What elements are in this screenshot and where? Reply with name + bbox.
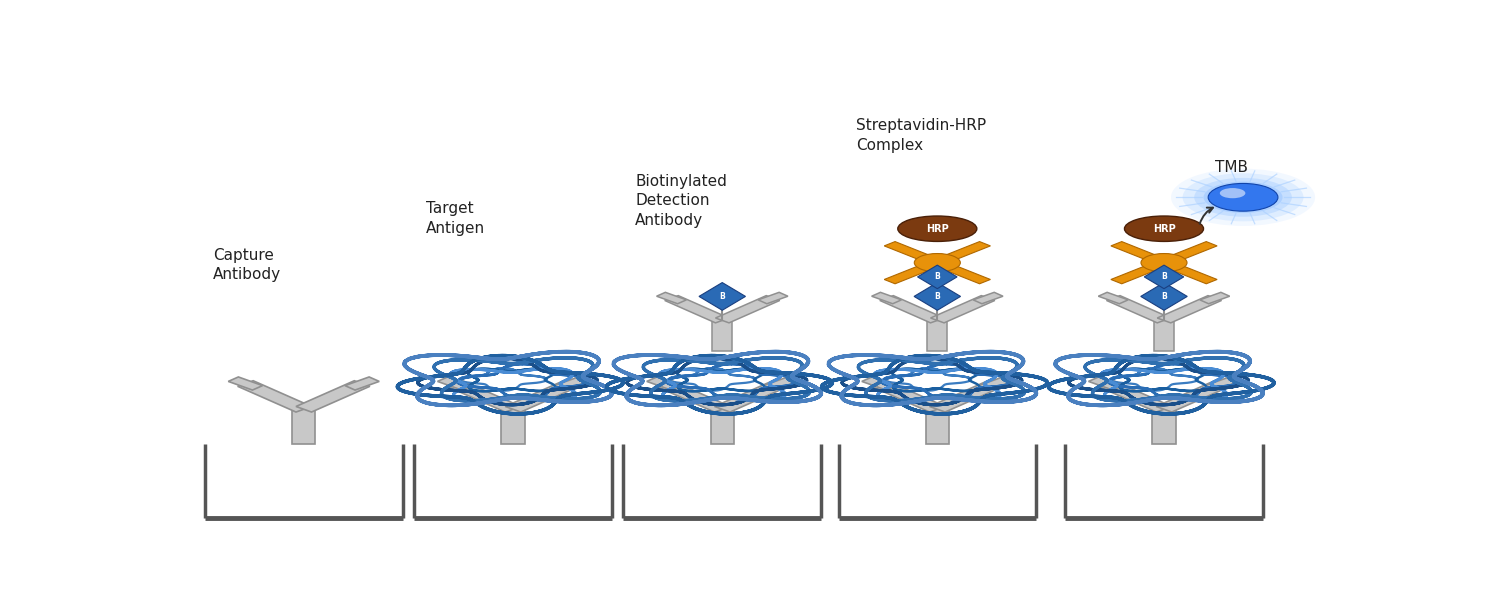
Circle shape <box>1208 184 1278 211</box>
Text: A: A <box>1161 242 1167 251</box>
Text: HRP: HRP <box>1152 224 1176 234</box>
Polygon shape <box>711 409 734 444</box>
Polygon shape <box>228 377 262 390</box>
Text: Capture
Antibody: Capture Antibody <box>213 248 280 283</box>
Polygon shape <box>930 296 994 323</box>
Text: B: B <box>934 272 940 281</box>
Polygon shape <box>871 292 901 304</box>
Ellipse shape <box>1125 216 1203 241</box>
Polygon shape <box>930 381 1004 412</box>
Polygon shape <box>1204 377 1239 390</box>
Polygon shape <box>1107 296 1172 323</box>
Circle shape <box>1220 188 1245 198</box>
Text: B: B <box>1161 292 1167 301</box>
Text: B: B <box>1161 274 1167 283</box>
Circle shape <box>1194 178 1292 217</box>
Polygon shape <box>978 377 1012 390</box>
Polygon shape <box>657 292 687 304</box>
Polygon shape <box>884 242 942 265</box>
Polygon shape <box>237 381 312 412</box>
Polygon shape <box>714 381 789 412</box>
Text: B: B <box>934 292 940 301</box>
Polygon shape <box>926 409 950 444</box>
Polygon shape <box>1112 260 1170 284</box>
Polygon shape <box>764 377 798 390</box>
Polygon shape <box>554 377 588 390</box>
Polygon shape <box>656 381 730 412</box>
Polygon shape <box>1156 381 1230 412</box>
Polygon shape <box>871 381 945 412</box>
Polygon shape <box>296 381 370 412</box>
Polygon shape <box>974 292 1004 304</box>
Polygon shape <box>914 283 960 310</box>
Text: HRP: HRP <box>926 224 948 234</box>
Text: A: A <box>934 242 940 251</box>
Circle shape <box>1172 169 1316 226</box>
Text: Streptavidin-HRP
Complex: Streptavidin-HRP Complex <box>856 118 986 153</box>
Polygon shape <box>932 260 990 284</box>
Polygon shape <box>862 377 895 390</box>
Text: B: B <box>934 274 940 283</box>
Text: B: B <box>1161 272 1167 281</box>
Circle shape <box>1182 173 1304 221</box>
Polygon shape <box>1200 292 1230 304</box>
Polygon shape <box>712 320 732 350</box>
Polygon shape <box>438 377 472 390</box>
Text: Biotinylated
Detection
Antibody: Biotinylated Detection Antibody <box>634 173 728 228</box>
Text: TMB: TMB <box>1215 160 1248 175</box>
Polygon shape <box>1098 292 1128 304</box>
Polygon shape <box>664 296 729 323</box>
Polygon shape <box>292 409 315 444</box>
Text: B: B <box>720 292 724 301</box>
Polygon shape <box>1156 296 1221 323</box>
Polygon shape <box>1098 381 1172 412</box>
Polygon shape <box>699 283 746 310</box>
Circle shape <box>1203 182 1282 213</box>
Polygon shape <box>884 260 942 284</box>
Polygon shape <box>501 409 525 444</box>
Polygon shape <box>1152 409 1176 444</box>
Polygon shape <box>1144 265 1184 289</box>
Circle shape <box>1142 254 1186 272</box>
Polygon shape <box>646 377 681 390</box>
Polygon shape <box>932 242 990 265</box>
Polygon shape <box>758 292 788 304</box>
Polygon shape <box>880 296 944 323</box>
Polygon shape <box>1158 242 1216 265</box>
Polygon shape <box>1158 260 1216 284</box>
Polygon shape <box>927 320 948 350</box>
Text: Target
Antigen: Target Antigen <box>426 202 484 236</box>
Polygon shape <box>1154 320 1174 350</box>
Polygon shape <box>918 265 957 289</box>
Ellipse shape <box>898 216 977 241</box>
Polygon shape <box>345 377 380 390</box>
Polygon shape <box>716 296 780 323</box>
Polygon shape <box>447 381 520 412</box>
Polygon shape <box>1089 377 1124 390</box>
Polygon shape <box>1140 283 1188 310</box>
Circle shape <box>915 254 960 272</box>
Polygon shape <box>506 381 579 412</box>
Polygon shape <box>1112 242 1170 265</box>
